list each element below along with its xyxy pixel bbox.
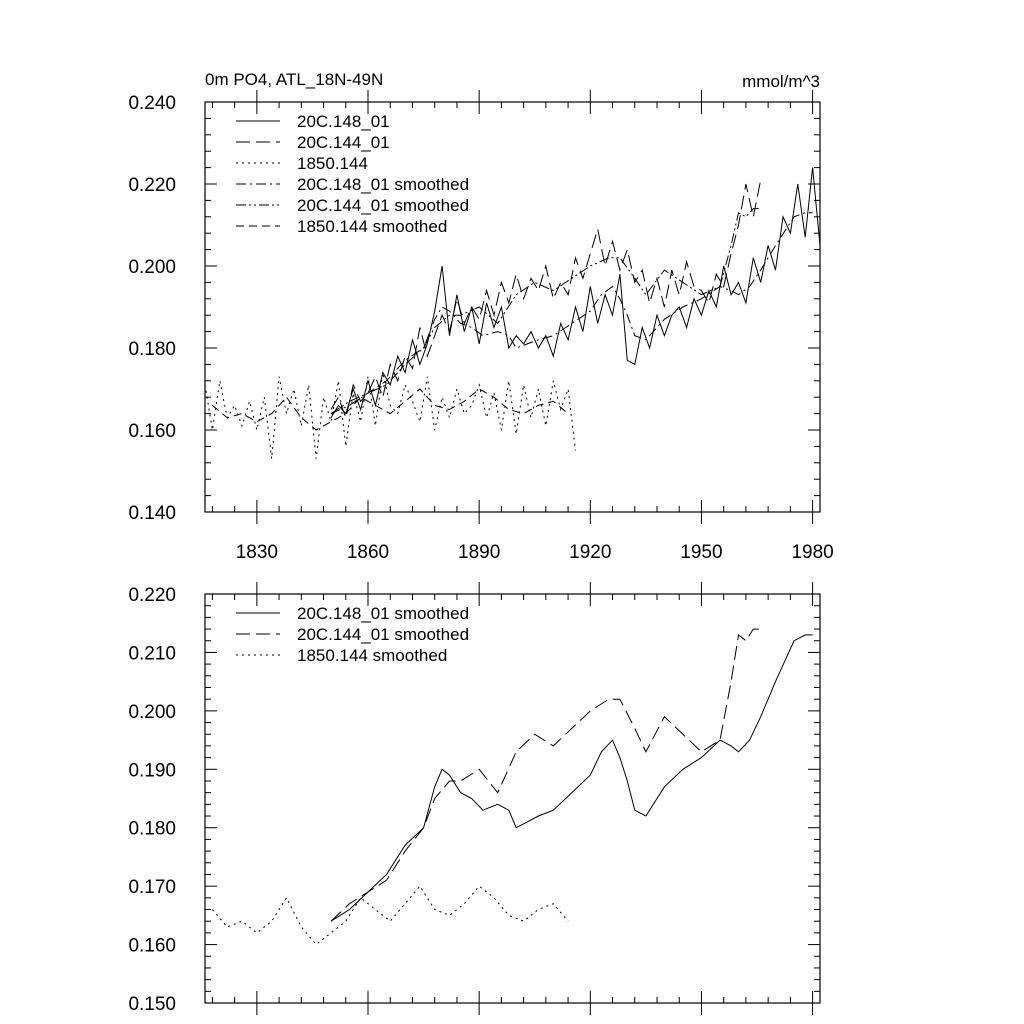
legend-label: 20C.148_01 smoothed <box>297 604 469 623</box>
y-tick-label: 0.220 <box>128 585 176 606</box>
y-tick-label: 0.180 <box>128 819 176 840</box>
legend-label: 1850.144 smoothed <box>297 646 447 665</box>
plot-frame <box>204 593 821 1004</box>
series-line-0 <box>330 634 813 922</box>
y-tick-label: 0.240 <box>128 93 176 114</box>
x-tick-label: 1890 <box>458 542 500 563</box>
x-tick-label: 1980 <box>791 542 833 563</box>
y-tick-label: 0.220 <box>128 175 176 196</box>
y-tick-label: 0.160 <box>128 936 176 957</box>
y-tick-label: 0.150 <box>128 994 176 1015</box>
y-tick-label: 0.200 <box>128 702 176 723</box>
series-line-2 <box>205 372 576 459</box>
series-line-1 <box>330 179 762 420</box>
legend-label: 20C.144_01 smoothed <box>297 196 469 215</box>
x-tick-label: 1830 <box>236 542 278 563</box>
plot-frame <box>204 101 821 513</box>
legend-label: 1850.144 smoothed <box>297 217 447 236</box>
x-tick-label: 1920 <box>569 542 611 563</box>
y-tick-label: 0.160 <box>128 421 176 442</box>
chart-title: 0m PO4, ATL_18N-49N <box>205 70 383 89</box>
x-tick-label: 1860 <box>347 542 389 563</box>
y-tick-label: 0.170 <box>128 877 176 898</box>
y-tick-label: 0.210 <box>128 643 176 664</box>
legend-label: 20C.144_01 smoothed <box>297 625 469 644</box>
x-tick-label: 1950 <box>680 542 722 563</box>
units-label: mmol/m^3 <box>742 72 820 91</box>
legend-label: 1850.144 <box>297 154 368 173</box>
series-line-1 <box>330 628 761 922</box>
series-line-3 <box>330 212 813 415</box>
y-tick-label: 0.140 <box>128 503 176 524</box>
y-tick-label: 0.190 <box>128 760 176 781</box>
y-tick-label: 0.180 <box>128 339 176 360</box>
series-line-2 <box>212 885 569 946</box>
legend-label: 20C.148_01 <box>297 112 390 131</box>
series-line-0 <box>330 167 820 418</box>
legend-label: 20C.148_01 smoothed <box>297 175 469 194</box>
series-line-5 <box>212 388 569 431</box>
series-line-4 <box>330 208 761 415</box>
bottom-panel: 0.150 0.160 0.170 0.180 0.190 0.200 0.210 0.220… <box>128 582 821 1015</box>
top-panel: 0m PO4, ATL_18N-49N mmol/m^3 0.140 0.160 0.1… <box>128 70 833 563</box>
legend-label: 20C.144_01 <box>297 133 390 152</box>
y-tick-label: 0.200 <box>128 257 176 278</box>
